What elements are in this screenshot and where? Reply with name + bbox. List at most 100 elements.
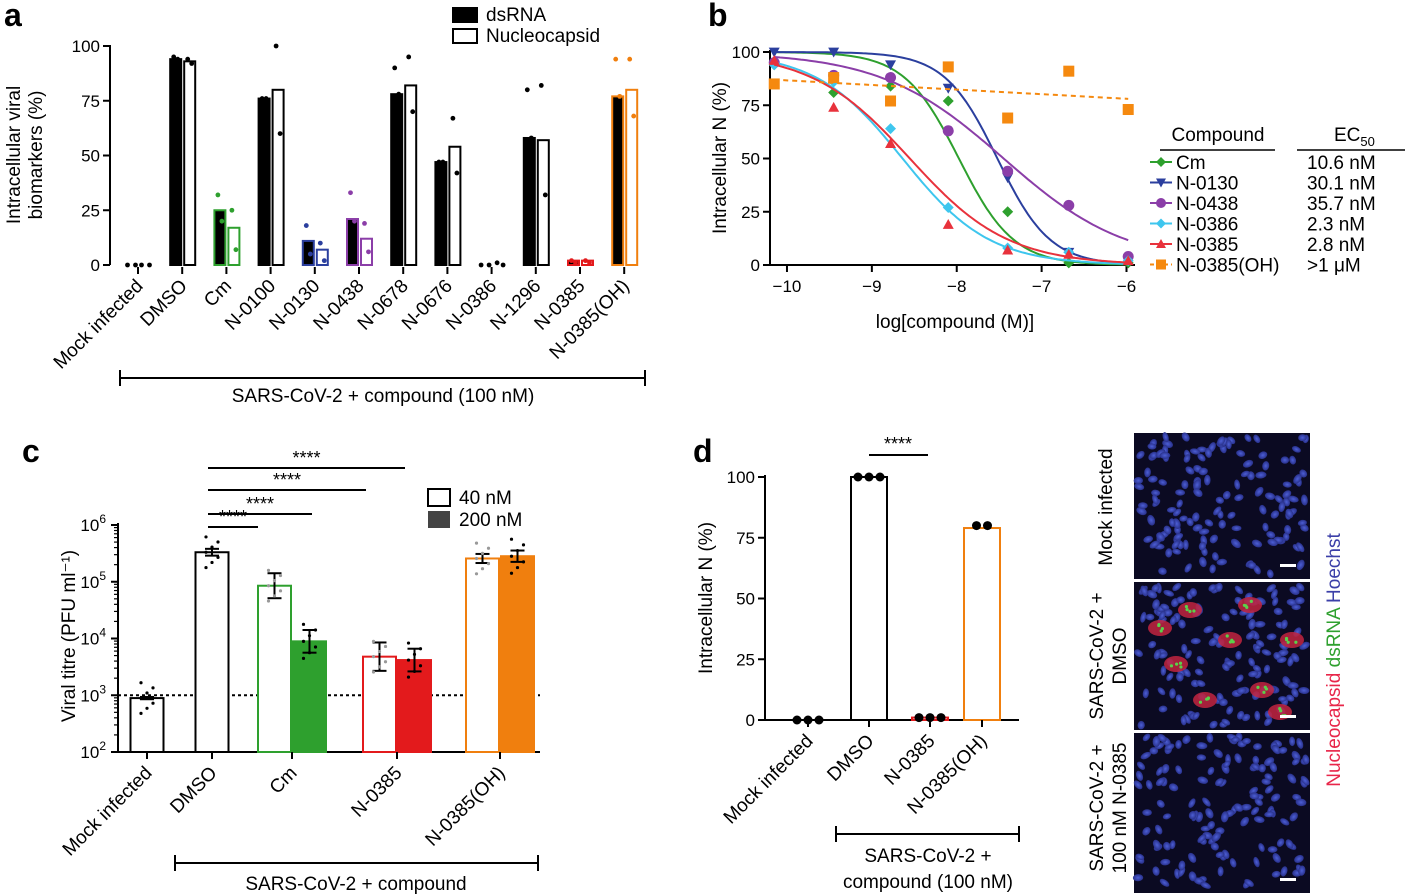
nucleus [1291, 604, 1301, 611]
replicate-dot-40nm [474, 556, 479, 561]
nucleus [1284, 525, 1292, 535]
panel-c-ylabel: Viral titre (PFU ml⁻¹) [59, 550, 80, 722]
panel-b-ytick-label: 50 [741, 150, 760, 169]
bar-nucleocapsid [448, 145, 462, 267]
panel-d-bracket-label-1: SARS-CoV-2 + [864, 846, 991, 867]
replicate-dot-40nm [383, 644, 388, 649]
panel-a-ytick-label: 100 [72, 37, 100, 56]
nucleus [1182, 539, 1189, 550]
replicate-dot-200nm [307, 634, 312, 638]
nucleus [1211, 832, 1221, 842]
nucleus [1172, 548, 1181, 555]
nucleus [1236, 450, 1246, 457]
data-point-dsrna [125, 262, 130, 268]
nucleus [1160, 665, 1167, 676]
dsrna-focus [1178, 661, 1183, 665]
nucleus [1244, 879, 1254, 887]
nucleus [1278, 746, 1288, 754]
panel-b-xtick-label: −9 [862, 277, 881, 296]
nucleus [1181, 432, 1190, 442]
bar-nucleocapsid [183, 60, 197, 266]
nucleus [1217, 436, 1226, 446]
data-point-dsrna [396, 91, 402, 97]
nucleus [1240, 470, 1250, 478]
data-point-dsrna [486, 262, 492, 268]
replicate-dot-40nm [377, 665, 382, 669]
micro-row-3-label-1: SARS-CoV-2 + [1087, 744, 1108, 871]
panel-letter-a: a [4, 0, 22, 33]
nucleus [1171, 540, 1180, 550]
nucleus [1152, 839, 1162, 851]
data-point-nucleocapsid [229, 207, 235, 213]
nucleus [1157, 687, 1166, 696]
nucleus [1221, 613, 1230, 622]
nucleus [1193, 479, 1202, 491]
data-point [1122, 104, 1134, 116]
nucleus [1225, 439, 1232, 450]
nucleus [1178, 860, 1186, 871]
nucleus [1298, 865, 1306, 876]
nucleus [1188, 852, 1197, 863]
nucleus [1158, 705, 1168, 713]
nucleus [1236, 674, 1244, 683]
nucleus [1223, 760, 1231, 768]
nucleus [1286, 598, 1298, 606]
nucleus [1209, 720, 1218, 729]
panel-b-xtick-label: −7 [1032, 277, 1051, 296]
nucleus [1158, 567, 1167, 575]
micrograph-panel: Nucleocapsid dsRNA Hoechst Mock infected… [1087, 432, 1345, 893]
nucleus [1207, 821, 1215, 830]
panel-d-ytick-label: 100 [727, 468, 755, 487]
nucleus [1270, 793, 1281, 802]
legend-label: N-0386 [1176, 215, 1238, 236]
nucleus [1152, 866, 1160, 876]
nucleus [1244, 434, 1252, 442]
nucleus [1274, 495, 1284, 504]
nucleus [1142, 688, 1149, 699]
nucleus [1173, 532, 1184, 541]
scale-bar [1280, 564, 1296, 567]
replicate-dot-40nm [383, 660, 388, 664]
panel-a-ytick-label: 50 [81, 147, 100, 166]
dsrna-focus [1206, 696, 1210, 700]
stain-label-hoechst: Hoechst [1324, 533, 1345, 603]
nucleus [1247, 561, 1257, 569]
nucleus [1134, 483, 1145, 491]
nucleus [1298, 686, 1310, 694]
data-point [942, 61, 954, 73]
nucleus [1163, 525, 1172, 535]
legend-ec50: >1 μM [1307, 256, 1361, 277]
nucleus [1188, 811, 1197, 820]
nucleus [1145, 780, 1153, 790]
nucleus [1185, 650, 1192, 659]
nucleus [1264, 811, 1275, 818]
dsrna-focus [1284, 636, 1289, 641]
nucleus [1203, 625, 1214, 634]
infected-cell [1280, 632, 1304, 648]
nucleus [1215, 496, 1224, 504]
dsrna-focus [1262, 690, 1266, 694]
nucleus [1291, 653, 1300, 663]
replicate-dot-200nm [301, 639, 306, 643]
nucleus [1297, 519, 1307, 527]
data-point-dsrna [259, 96, 265, 101]
infected-cell [1238, 597, 1262, 613]
dsrna-focus [1256, 685, 1260, 690]
replicate-dot-40nm [145, 706, 149, 710]
nucleus [1158, 610, 1166, 621]
nucleus [1163, 609, 1173, 617]
micro-row-3-label-2: 100 nM N-0385 [1110, 743, 1131, 874]
nucleus [1168, 783, 1179, 792]
data-point [942, 219, 954, 229]
fit-curve-n-0386 [773, 61, 1129, 265]
nucleus [1172, 583, 1182, 592]
data-point [828, 72, 840, 84]
nucleus [1270, 510, 1280, 519]
replicate-dot-40nm [216, 540, 220, 544]
replicate-dot-40nm [278, 573, 283, 578]
dsrna-focus [1192, 609, 1196, 613]
panel-a-ytick-label: 25 [81, 201, 100, 220]
legend-header-compound: Compound [1172, 125, 1265, 146]
bar-40nm [362, 655, 397, 753]
nucleus [1242, 737, 1251, 745]
